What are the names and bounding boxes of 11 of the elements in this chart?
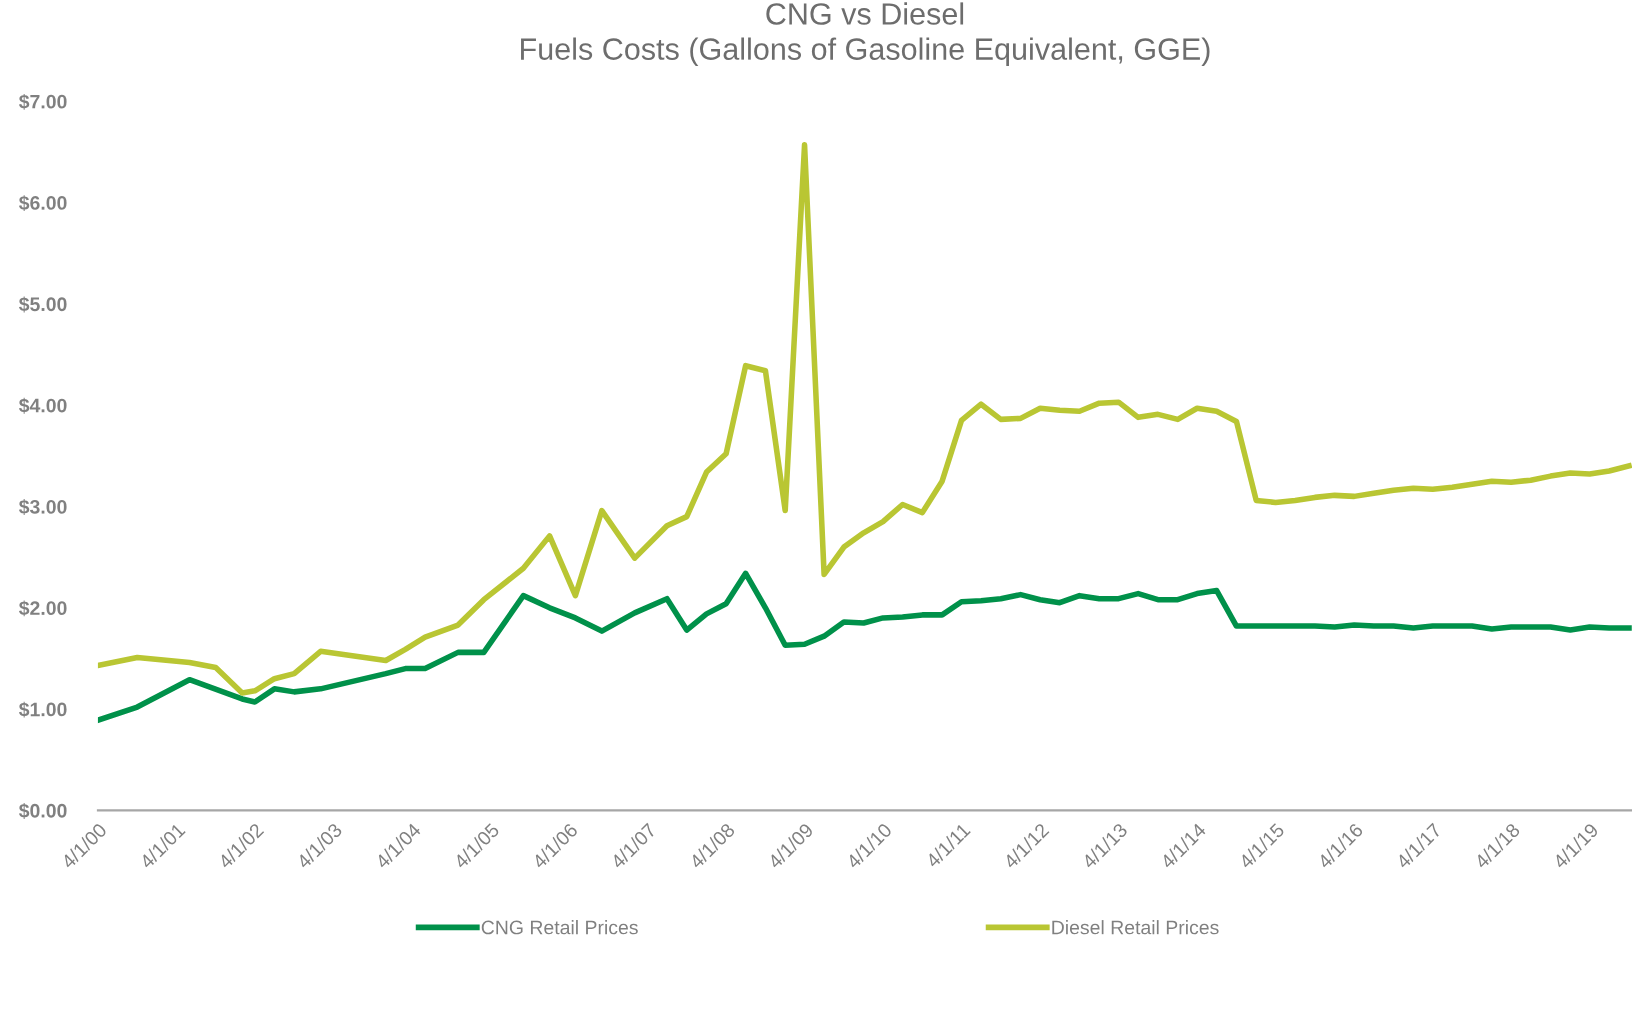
y-tick-label: $4.00: [18, 397, 67, 414]
y-tick-label: $3.00: [18, 499, 67, 515]
y-tick-label: $2.00: [18, 600, 67, 617]
y-tick-label: $1.00: [18, 701, 67, 718]
legend-label: CNG Retail Prices: [481, 920, 638, 935]
legend-label: Diesel Retail Prices: [1052, 920, 1219, 935]
y-tick-label: $7.00: [18, 93, 67, 110]
y-tick-label: $0.00: [18, 803, 67, 819]
chart-title: CNG vs Diesel Fuels Costs (Gallons of Gasoline Equivalent, GGE): [521, 2, 1210, 66]
y-tick-label: $6.00: [18, 195, 67, 212]
y-tick-label: $5.00: [18, 296, 67, 313]
